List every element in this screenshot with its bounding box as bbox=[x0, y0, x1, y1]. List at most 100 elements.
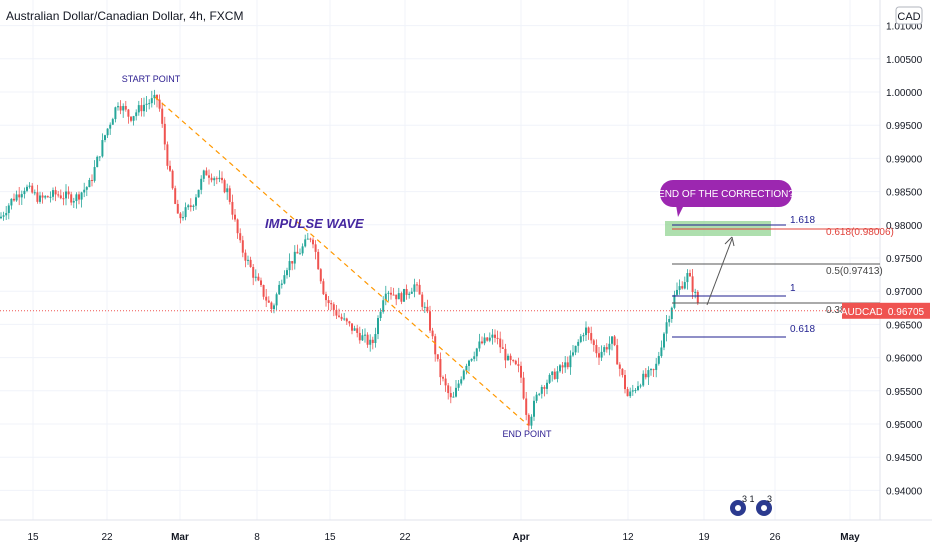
candle-body bbox=[431, 330, 434, 337]
candle-body bbox=[325, 294, 327, 301]
au-flag-icon[interactable] bbox=[730, 500, 746, 516]
candle-body bbox=[226, 188, 229, 193]
candle-body bbox=[444, 378, 447, 386]
fib-label-1: 1 bbox=[790, 283, 796, 294]
candle-body bbox=[169, 165, 171, 171]
candle-body bbox=[408, 293, 411, 295]
projection-arrow[interactable] bbox=[706, 238, 733, 306]
time-axis-ticks: 15 22 Mar 8 15 22 Apr 12 19 26 May bbox=[27, 532, 860, 543]
candle-body bbox=[0, 216, 2, 219]
candle-body bbox=[673, 294, 676, 308]
candle-body bbox=[5, 213, 8, 216]
candle-body bbox=[590, 333, 593, 341]
candle-body bbox=[301, 246, 304, 254]
candle-body bbox=[465, 365, 468, 371]
price-tick-label: 0.98500 bbox=[886, 188, 923, 199]
candle-body bbox=[624, 374, 626, 390]
au-flag-icon-2[interactable] bbox=[756, 500, 772, 516]
candle-body bbox=[213, 178, 216, 181]
candle-body bbox=[501, 347, 504, 349]
candle-body bbox=[377, 318, 379, 335]
candle-body bbox=[374, 334, 377, 344]
price-axis[interactable] bbox=[880, 0, 932, 520]
candle-body bbox=[23, 190, 26, 195]
candle-body bbox=[592, 340, 595, 345]
candle-body bbox=[655, 363, 658, 370]
candle-body bbox=[421, 294, 424, 307]
candle-body bbox=[223, 180, 226, 193]
end-point-label: END POINT bbox=[502, 429, 552, 439]
candle-body bbox=[57, 194, 60, 196]
candle-body bbox=[644, 373, 647, 378]
candle-body bbox=[423, 306, 426, 308]
candle-body bbox=[83, 189, 86, 193]
candle-body bbox=[587, 327, 590, 334]
candle-body bbox=[683, 282, 686, 289]
candle-body bbox=[215, 178, 218, 180]
callout-text: END OF THE CORRECTION? bbox=[658, 189, 794, 200]
time-tick-label: 22 bbox=[101, 532, 113, 543]
candle-body bbox=[80, 192, 83, 200]
candle-body bbox=[358, 332, 361, 341]
candle-body bbox=[546, 382, 548, 389]
candle-body bbox=[351, 323, 353, 331]
price-tag-symbol-box bbox=[842, 302, 882, 319]
candle-body bbox=[668, 319, 671, 323]
candle-body bbox=[210, 177, 213, 181]
impulse-wave-label: IMPULSE WAVE bbox=[265, 216, 364, 231]
candle-body bbox=[577, 341, 580, 346]
currency-badge: CAD bbox=[897, 11, 920, 23]
candle-body bbox=[106, 128, 109, 136]
candle-body bbox=[332, 304, 335, 310]
candle-body bbox=[379, 311, 382, 319]
impulse-trend-line[interactable] bbox=[154, 96, 529, 426]
candle-body bbox=[629, 391, 632, 397]
candle-body bbox=[665, 322, 668, 334]
candle-body bbox=[517, 364, 520, 366]
candle-body bbox=[460, 379, 463, 384]
candle-body bbox=[247, 259, 249, 261]
candle-body bbox=[195, 197, 197, 206]
candle-body bbox=[280, 283, 283, 285]
candle-body bbox=[647, 370, 650, 378]
candle-body bbox=[49, 196, 52, 198]
candle-body bbox=[556, 371, 559, 379]
currency-badge-box[interactable] bbox=[895, 6, 923, 25]
time-tick-label: Mar bbox=[171, 532, 189, 543]
price-tick-label: 0.95500 bbox=[886, 387, 923, 398]
candle-body bbox=[234, 214, 236, 220]
candle-body bbox=[356, 328, 359, 333]
price-tick-label: 0.94500 bbox=[886, 453, 923, 464]
time-axis[interactable] bbox=[0, 520, 880, 550]
candle-body bbox=[150, 98, 153, 104]
candle-body bbox=[639, 385, 642, 387]
candle-body bbox=[335, 309, 338, 316]
fib-label-038: 0.38 bbox=[826, 305, 846, 316]
callout-bubble[interactable] bbox=[660, 180, 792, 217]
candle-body bbox=[564, 362, 567, 368]
candle-body bbox=[397, 293, 400, 300]
candle-body bbox=[145, 103, 148, 105]
candle-body bbox=[104, 135, 106, 141]
candle-body bbox=[273, 305, 275, 310]
candle-body bbox=[127, 109, 130, 117]
candle-body bbox=[691, 276, 694, 293]
candle-body bbox=[405, 289, 408, 295]
candle-body bbox=[603, 347, 606, 352]
candle-body bbox=[605, 347, 608, 350]
candle-body bbox=[28, 185, 31, 187]
time-tick-label: 12 bbox=[622, 532, 634, 543]
candle-body bbox=[228, 188, 231, 202]
candle-body bbox=[153, 94, 156, 99]
candle-body bbox=[473, 356, 476, 359]
candle-body bbox=[124, 106, 127, 110]
candle-body bbox=[192, 205, 195, 208]
candle-body bbox=[637, 386, 639, 391]
candle-body bbox=[130, 116, 132, 121]
candle-body bbox=[626, 389, 629, 397]
candle-body bbox=[475, 348, 478, 357]
candle-body bbox=[62, 198, 65, 200]
candle-body bbox=[631, 390, 634, 392]
candle-body bbox=[457, 383, 460, 388]
